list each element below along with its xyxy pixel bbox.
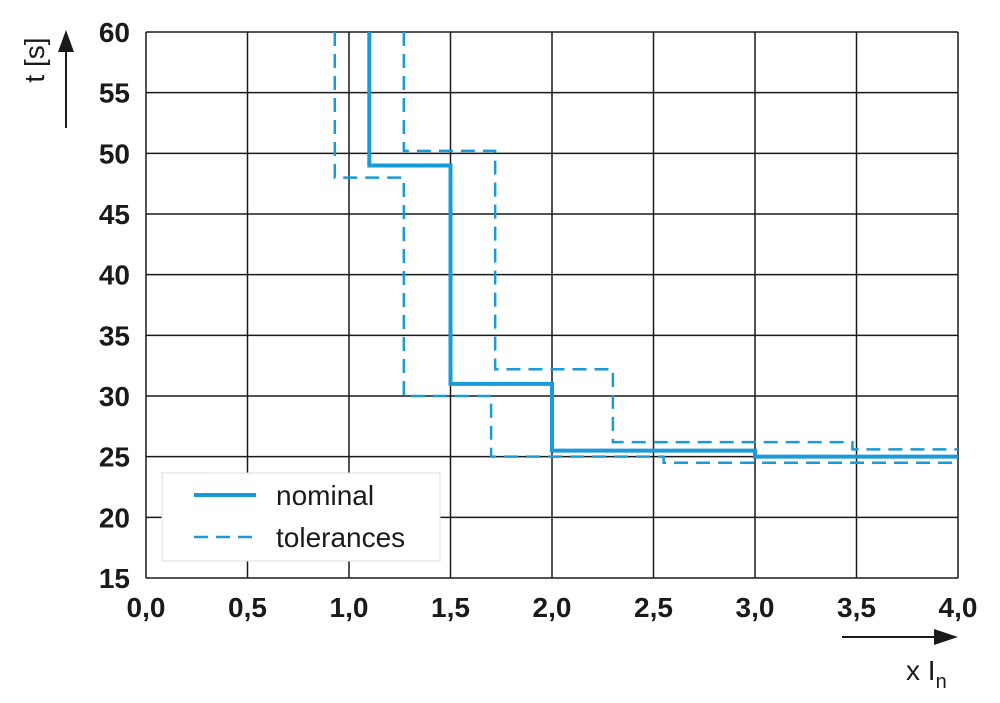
x-tick-label: 1,5 [431,592,470,623]
series-line-tolerances-upper [402,32,958,451]
y-axis-label: t [s] [19,37,50,82]
x-axis-label-main: x I [906,655,936,686]
y-tick-label: 30 [99,381,130,412]
x-axis-label: x In [906,655,947,693]
y-axis-label-group: t [s] [19,30,74,128]
y-tick-label: 40 [99,260,130,291]
x-tick-label: 2,0 [533,592,572,623]
series-layer [333,32,958,464]
y-tick-label: 20 [99,502,130,533]
y-axis-arrow-icon [58,30,74,52]
series-line-nominal [367,32,958,459]
x-tick-label: 2,5 [634,592,673,623]
y-tick-label: 45 [99,199,130,230]
x-tick-label: 3,5 [837,592,876,623]
y-tick-label: 25 [99,442,130,473]
y-tick-label: 35 [99,320,130,351]
series-line-tolerances-lower [333,32,958,464]
x-axis-arrow-icon [934,629,958,645]
y-tick-label: 50 [99,138,130,169]
y-tick-label: 55 [99,78,130,109]
x-tick-label: 3,0 [736,592,775,623]
legend-label-nominal: nominal [276,480,374,511]
y-tick-label: 60 [99,17,130,48]
x-axis-label-sub: n [936,671,947,693]
x-tick-label: 4,0 [939,592,978,623]
legend: nominal tolerances [161,472,441,562]
x-axis-label-group: x In [842,629,958,693]
x-tick-label: 0,0 [127,592,166,623]
x-tick-label: 0,5 [228,592,267,623]
legend-label-tolerances: tolerances [276,522,405,553]
x-tick-label: 1,0 [330,592,369,623]
y-tick-labels: 15 20 25 30 35 40 45 50 55 60 [99,17,130,594]
x-tick-labels: 0,0 0,5 1,0 1,5 2,0 2,5 3,0 3,5 4,0 [127,592,978,623]
y-tick-label: 15 [99,563,130,594]
legend-box [161,472,441,562]
